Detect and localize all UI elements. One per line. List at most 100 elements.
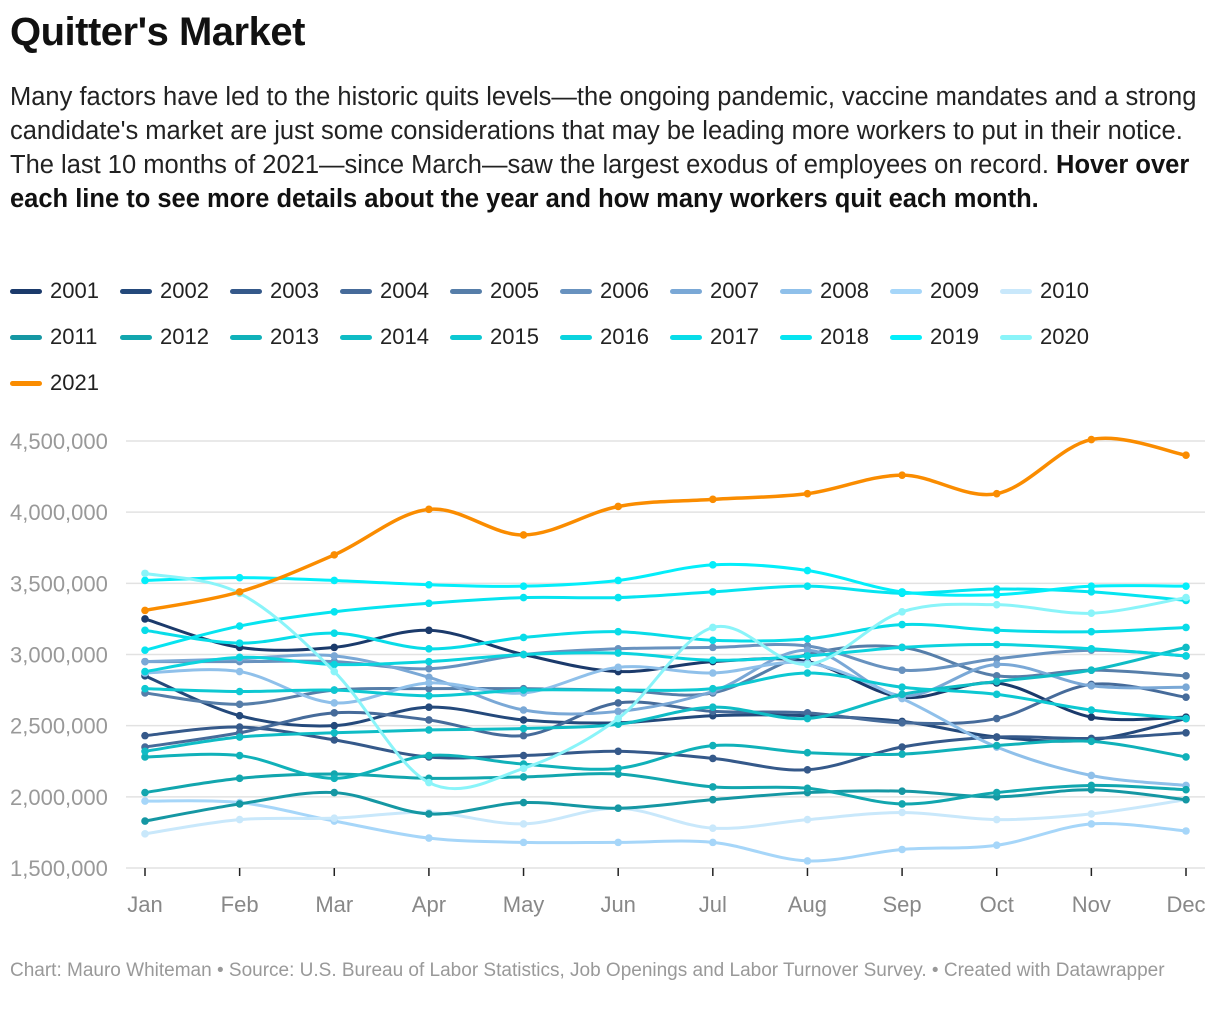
point-2016-Nov[interactable] <box>1087 645 1096 653</box>
line-2021[interactable] <box>144 436 1187 613</box>
point-2021-Dec[interactable] <box>1182 451 1190 460</box>
point-2009-Dec[interactable] <box>1182 827 1190 835</box>
point-2011-May[interactable] <box>519 798 528 807</box>
line-2001[interactable] <box>144 617 1187 722</box>
point-2003-Oct[interactable] <box>992 733 1001 741</box>
point-2017-Nov[interactable] <box>1087 627 1096 636</box>
point-2011-Jan[interactable] <box>141 817 149 825</box>
legend-item-2010[interactable]: 2010 <box>1000 278 1089 304</box>
point-2006-Oct[interactable] <box>992 654 1001 663</box>
point-2015-Oct[interactable] <box>992 690 1001 699</box>
point-2010-Mar[interactable] <box>330 814 339 822</box>
point-2004-Jun[interactable] <box>614 699 622 707</box>
point-2019-Feb[interactable] <box>235 573 244 582</box>
point-2013-Feb[interactable] <box>235 751 244 760</box>
legend-item-2018[interactable]: 2018 <box>780 324 869 350</box>
point-2011-Mar[interactable] <box>330 788 339 797</box>
point-2013-Jan[interactable] <box>141 753 149 761</box>
point-2008-Jul[interactable] <box>709 669 717 677</box>
point-2015-Jul[interactable] <box>709 684 717 693</box>
point-2007-Nov[interactable] <box>1087 682 1096 690</box>
point-2003-Dec[interactable] <box>1182 728 1190 737</box>
line-2008[interactable] <box>144 660 1187 787</box>
point-2020-Mar[interactable] <box>330 667 339 676</box>
point-2006-Sep[interactable] <box>898 666 906 674</box>
point-2017-Jul[interactable] <box>709 636 717 645</box>
point-2017-Jan[interactable] <box>141 626 149 635</box>
point-2009-Jul[interactable] <box>709 838 717 847</box>
point-2014-Jul[interactable] <box>709 703 717 711</box>
point-2011-Jul[interactable] <box>709 795 717 804</box>
point-2009-Sep[interactable] <box>898 845 906 854</box>
point-2004-Dec[interactable] <box>1182 693 1190 701</box>
point-2015-Mar[interactable] <box>330 686 339 694</box>
point-2012-Jun[interactable] <box>614 770 622 778</box>
point-2020-Jul[interactable] <box>709 623 717 632</box>
point-2009-Aug[interactable] <box>803 857 812 865</box>
point-2002-Feb[interactable] <box>235 711 244 720</box>
point-2007-Oct[interactable] <box>992 660 1001 669</box>
legend-item-2013[interactable]: 2013 <box>230 324 319 350</box>
point-2016-May[interactable] <box>519 650 528 659</box>
legend-item-2017[interactable]: 2017 <box>670 324 759 350</box>
point-2003-Jul[interactable] <box>709 754 717 763</box>
line-2015[interactable] <box>144 671 1187 721</box>
point-2005-Apr[interactable] <box>425 684 433 693</box>
point-2007-Apr[interactable] <box>425 673 433 682</box>
point-2011-Apr[interactable] <box>425 810 433 818</box>
legend-item-2014[interactable]: 2014 <box>340 324 429 350</box>
point-2001-Mar[interactable] <box>330 643 339 652</box>
point-2001-Nov[interactable] <box>1087 713 1096 721</box>
point-2014-Mar[interactable] <box>330 728 339 737</box>
point-2013-Sep[interactable] <box>898 750 906 758</box>
point-2004-May[interactable] <box>519 731 528 740</box>
point-2015-Nov[interactable] <box>1087 706 1096 714</box>
point-2013-Nov[interactable] <box>1087 737 1096 746</box>
point-2004-Mar[interactable] <box>330 709 339 717</box>
point-2009-May[interactable] <box>519 838 528 847</box>
point-2021-Apr[interactable] <box>425 505 433 514</box>
point-2021-Jul[interactable] <box>709 495 717 504</box>
point-2012-Dec[interactable] <box>1182 785 1190 794</box>
point-2020-Jun[interactable] <box>614 714 622 723</box>
point-2020-Aug[interactable] <box>803 660 812 669</box>
point-2021-Sep[interactable] <box>898 471 906 479</box>
point-2020-May[interactable] <box>519 764 528 773</box>
point-2014-Jan[interactable] <box>141 747 149 756</box>
point-2020-Nov[interactable] <box>1087 609 1096 618</box>
point-2006-Jul[interactable] <box>709 643 717 652</box>
point-2002-May[interactable] <box>519 716 528 724</box>
point-2017-Mar[interactable] <box>330 629 339 637</box>
point-2015-Jun[interactable] <box>614 686 622 694</box>
point-2004-Oct[interactable] <box>992 714 1001 723</box>
legend-item-2009[interactable]: 2009 <box>890 278 979 304</box>
point-2017-Sep[interactable] <box>898 620 906 629</box>
point-2018-Oct[interactable] <box>992 585 1001 593</box>
point-2017-Dec[interactable] <box>1182 623 1190 632</box>
point-2014-Apr[interactable] <box>425 726 433 734</box>
point-2013-Mar[interactable] <box>330 774 339 783</box>
point-2016-Feb[interactable] <box>235 653 244 662</box>
point-2011-Jun[interactable] <box>614 804 622 813</box>
point-2019-Mar[interactable] <box>330 576 339 585</box>
line-2011[interactable] <box>144 788 1187 823</box>
line-2012[interactable] <box>144 772 1187 806</box>
point-2008-Jun[interactable] <box>614 663 622 672</box>
point-2018-Jul[interactable] <box>709 588 717 596</box>
point-2011-Feb[interactable] <box>235 800 244 808</box>
point-2003-Aug[interactable] <box>803 765 812 774</box>
point-2021-May[interactable] <box>519 531 528 539</box>
point-2016-Oct[interactable] <box>992 640 1001 649</box>
point-2016-Sep[interactable] <box>898 643 906 652</box>
legend-item-2015[interactable]: 2015 <box>450 324 539 350</box>
point-2018-Apr[interactable] <box>425 599 433 608</box>
point-2016-Jan[interactable] <box>141 667 149 676</box>
point-2009-Nov[interactable] <box>1087 820 1096 828</box>
point-2007-Aug[interactable] <box>803 646 812 655</box>
point-2019-Oct[interactable] <box>992 590 1001 599</box>
point-2016-Dec[interactable] <box>1182 652 1190 660</box>
point-2001-Jan[interactable] <box>141 615 149 623</box>
point-2012-Jan[interactable] <box>141 788 149 797</box>
point-2018-Jun[interactable] <box>614 593 622 602</box>
legend-item-2002[interactable]: 2002 <box>120 278 209 304</box>
